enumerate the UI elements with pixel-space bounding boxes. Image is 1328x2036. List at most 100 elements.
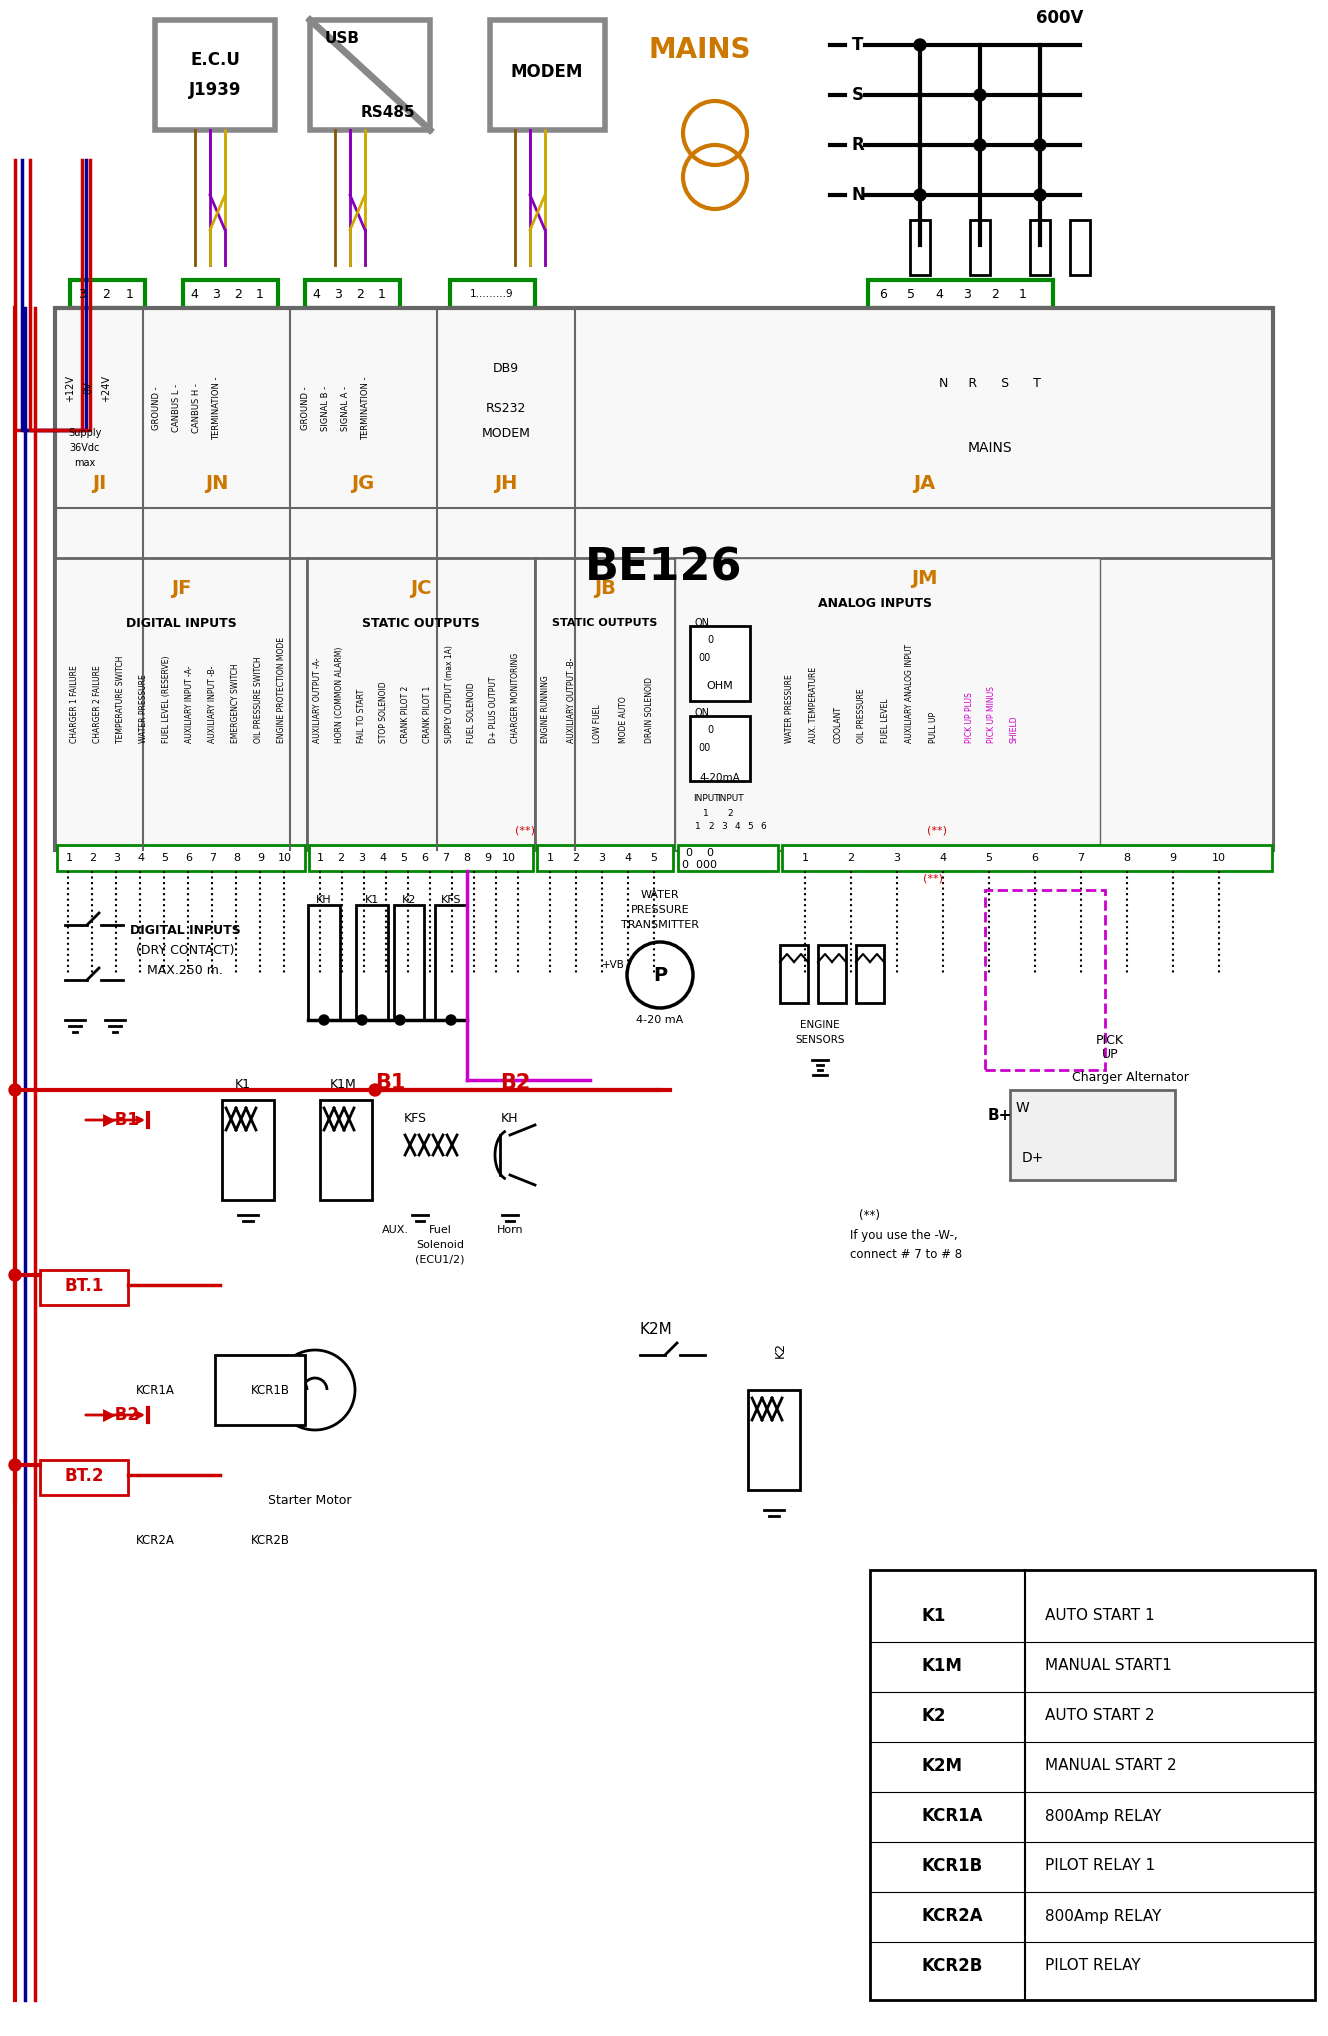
Text: WATER: WATER: [640, 890, 680, 900]
Text: 1: 1: [802, 853, 809, 863]
Text: FUEL LEVEL: FUEL LEVEL: [882, 698, 891, 743]
Circle shape: [9, 1083, 21, 1095]
Text: 7: 7: [210, 853, 216, 863]
Text: 4: 4: [312, 287, 320, 301]
Text: (**): (**): [859, 1209, 880, 1222]
Bar: [307, 558, 535, 849]
Text: MAINS: MAINS: [649, 37, 752, 63]
Circle shape: [9, 1460, 21, 1470]
Bar: [305, 281, 400, 307]
Text: 1: 1: [1019, 287, 1027, 301]
Text: 00: 00: [699, 743, 710, 753]
Text: 2: 2: [728, 808, 733, 818]
Text: RS485: RS485: [360, 104, 414, 120]
Text: JN: JN: [206, 474, 228, 493]
Bar: [215, 1356, 305, 1425]
Bar: [40, 1270, 127, 1305]
Text: 4: 4: [624, 853, 632, 863]
Text: HORN (COMMON ALARM): HORN (COMMON ALARM): [336, 647, 344, 743]
Bar: [308, 904, 340, 1020]
Bar: [356, 904, 388, 1020]
Text: (**): (**): [515, 825, 535, 835]
Text: KCR2B: KCR2B: [251, 1533, 290, 1547]
Circle shape: [446, 1016, 456, 1024]
Text: PRESSURE: PRESSURE: [631, 904, 689, 914]
Text: 8: 8: [234, 853, 240, 863]
Bar: [490, 20, 606, 130]
Text: MODEM: MODEM: [511, 63, 583, 81]
Text: SIGNAL B -: SIGNAL B -: [321, 385, 331, 430]
Text: FUEL SOLENOID: FUEL SOLENOID: [467, 682, 477, 743]
Text: 36Vdc: 36Vdc: [70, 444, 100, 452]
Text: 3: 3: [359, 853, 365, 863]
Bar: [1070, 220, 1090, 275]
Circle shape: [369, 1083, 381, 1095]
Text: B+: B+: [988, 1108, 1012, 1122]
Text: 4: 4: [734, 821, 740, 831]
Text: JG: JG: [352, 474, 374, 493]
Text: B1: B1: [374, 1073, 405, 1093]
Text: PICK: PICK: [1096, 1034, 1123, 1047]
Bar: [309, 20, 430, 130]
Text: K1M: K1M: [922, 1657, 963, 1676]
Text: K1: K1: [235, 1079, 251, 1091]
Text: 1: 1: [547, 853, 554, 863]
Text: EMERGENCY SWITCH: EMERGENCY SWITCH: [231, 664, 240, 743]
Bar: [679, 845, 778, 871]
Text: B2: B2: [499, 1073, 530, 1093]
Text: AUX.: AUX.: [381, 1226, 409, 1236]
Text: (ECU1/2): (ECU1/2): [416, 1254, 465, 1264]
Text: 0  000: 0 000: [683, 859, 717, 869]
Text: AUTO START 2: AUTO START 2: [1045, 1708, 1154, 1724]
Text: MAX.250 m.: MAX.250 m.: [147, 963, 223, 977]
Text: INPUT: INPUT: [717, 794, 744, 802]
Bar: [70, 281, 145, 307]
Bar: [985, 890, 1105, 1071]
Bar: [910, 220, 930, 275]
Text: 1: 1: [316, 853, 324, 863]
Text: JF: JF: [171, 578, 191, 597]
Text: UP: UP: [1102, 1049, 1118, 1061]
Circle shape: [319, 1016, 329, 1024]
Text: AUXILIARY ANALOG INPUT: AUXILIARY ANALOG INPUT: [906, 643, 915, 743]
Text: 4: 4: [190, 287, 198, 301]
Text: ON: ON: [695, 619, 710, 627]
Text: PULL UP: PULL UP: [930, 713, 939, 743]
Text: N: N: [853, 185, 866, 204]
Text: ▶B1: ▶B1: [104, 1112, 139, 1130]
Text: 10: 10: [1212, 853, 1226, 863]
Text: USB: USB: [325, 31, 360, 45]
Text: LOW FUEL: LOW FUEL: [594, 704, 603, 743]
Text: 5: 5: [162, 853, 169, 863]
Text: 6: 6: [879, 287, 887, 301]
Text: SENSORS: SENSORS: [795, 1034, 845, 1044]
Text: CRANK PILOT 2: CRANK PILOT 2: [401, 686, 410, 743]
Text: TEMPERATURE SWITCH: TEMPERATURE SWITCH: [117, 656, 126, 743]
Text: SIGNAL A -: SIGNAL A -: [341, 385, 351, 430]
Text: DIGITAL INPUTS: DIGITAL INPUTS: [130, 924, 240, 937]
Text: 3: 3: [335, 287, 341, 301]
Text: K2: K2: [922, 1706, 947, 1724]
Text: 2: 2: [572, 853, 579, 863]
Text: TRANSMITTER: TRANSMITTER: [622, 920, 699, 930]
Text: MANUAL START 2: MANUAL START 2: [1045, 1759, 1177, 1773]
Text: 1: 1: [256, 287, 264, 301]
Bar: [54, 558, 307, 849]
Text: 0V: 0V: [82, 381, 93, 395]
Text: JM: JM: [911, 568, 938, 588]
Text: KCR2B: KCR2B: [922, 1957, 983, 1975]
Text: MANUAL START1: MANUAL START1: [1045, 1659, 1171, 1674]
Text: AUXILIARY INPUT -B-: AUXILIARY INPUT -B-: [208, 666, 218, 743]
Text: If you use the -W-,: If you use the -W-,: [850, 1228, 957, 1242]
Text: JC: JC: [410, 578, 432, 597]
Text: 6: 6: [760, 821, 766, 831]
Text: R: R: [853, 136, 865, 155]
Text: CHARGER 2 FAILURE: CHARGER 2 FAILURE: [93, 666, 102, 743]
Text: 1: 1: [695, 821, 701, 831]
Bar: [1031, 220, 1050, 275]
Text: COOLANT: COOLANT: [834, 706, 842, 743]
Text: STATIC OUTPUTS: STATIC OUTPUTS: [363, 617, 479, 629]
Bar: [155, 20, 275, 130]
Bar: [394, 904, 424, 1020]
Text: T: T: [853, 37, 863, 55]
